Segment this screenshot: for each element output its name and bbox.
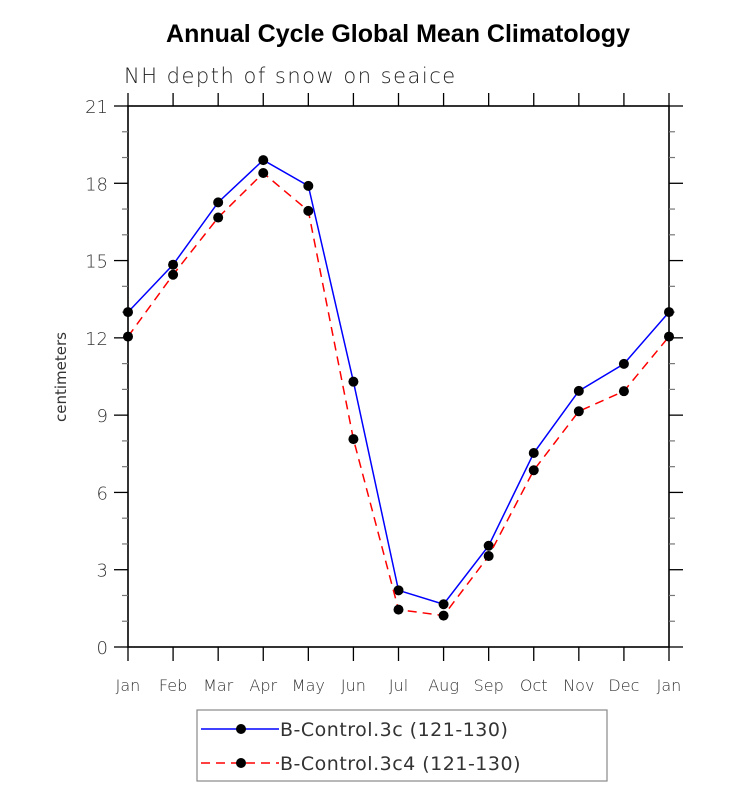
series-layer xyxy=(123,155,674,621)
x-tick-label: Feb xyxy=(159,676,187,695)
y-tick-labels: 0 3 6 9 12 15 18 21 xyxy=(85,97,108,659)
y-tick-label: 9 xyxy=(97,406,108,427)
y-tick-label: 21 xyxy=(85,97,108,118)
y-axis-label: centimeters xyxy=(52,332,70,422)
data-point xyxy=(573,406,584,417)
x-tick-label: Oct xyxy=(520,676,548,695)
x-tick-label: Nov xyxy=(563,676,594,695)
axes xyxy=(114,93,683,661)
y-tick-label: 3 xyxy=(97,561,108,582)
data-point xyxy=(528,465,539,476)
legend-label-1: B-Control.3c (121-130) xyxy=(280,719,508,741)
series-1 xyxy=(123,155,674,610)
data-point xyxy=(528,448,539,459)
x-tick-label: Sep xyxy=(474,676,504,695)
data-point xyxy=(348,376,359,387)
x-tick-label: Mar xyxy=(203,676,234,695)
legend-marker-1 xyxy=(236,724,246,734)
data-point xyxy=(123,331,133,342)
data-point xyxy=(664,307,674,318)
chart-subtitle: NH depth of snow on seaice xyxy=(124,64,457,88)
y-tick-label: 12 xyxy=(85,329,108,350)
legend-marker-2 xyxy=(236,758,246,768)
x-tick-label: Apr xyxy=(249,676,277,695)
y-tick-label: 15 xyxy=(85,252,108,273)
legend-label-2: B-Control.3c4 (121-130) xyxy=(280,753,521,775)
x-tick-label: May xyxy=(292,676,325,695)
data-point xyxy=(168,269,179,280)
x-tick-labels: Jan Feb Mar Apr May Jun Jul Aug Sep Oct Nov Dec Jan xyxy=(116,676,682,695)
data-point xyxy=(303,205,314,216)
data-point xyxy=(664,331,674,342)
data-point xyxy=(393,585,404,596)
data-point xyxy=(348,434,359,445)
data-point xyxy=(213,212,224,223)
plot-frame xyxy=(127,105,670,648)
data-point xyxy=(618,358,629,369)
series-line xyxy=(127,159,670,606)
data-point xyxy=(258,167,269,178)
x-tick-label: Dec xyxy=(608,676,639,695)
x-tick-label: Jun xyxy=(341,676,366,695)
legend: B-Control.3c (121-130) B-Control.3c4 (121… xyxy=(196,709,608,782)
x-tick-label: Aug xyxy=(428,676,459,695)
chart-title: Annual Cycle Global Mean Climatology xyxy=(166,20,630,48)
x-tick-label: Jan xyxy=(116,676,141,695)
data-point xyxy=(123,307,133,318)
series-line xyxy=(127,171,670,617)
series-2 xyxy=(123,167,674,621)
data-point xyxy=(258,155,269,166)
data-point xyxy=(618,386,629,397)
x-tick-label: Jan xyxy=(657,676,682,695)
y-tick-label: 6 xyxy=(97,483,108,504)
data-point xyxy=(213,197,224,208)
data-point xyxy=(483,551,494,562)
data-point xyxy=(303,180,314,191)
data-point xyxy=(483,540,494,551)
x-tick-label: Jul xyxy=(389,676,408,695)
y-tick-label: 18 xyxy=(85,174,108,195)
legend-box xyxy=(196,709,608,782)
data-point xyxy=(393,604,404,615)
data-point xyxy=(573,385,584,396)
data-point xyxy=(168,259,179,270)
data-point xyxy=(438,610,449,621)
data-point xyxy=(438,599,449,610)
y-tick-label: 0 xyxy=(97,638,108,659)
